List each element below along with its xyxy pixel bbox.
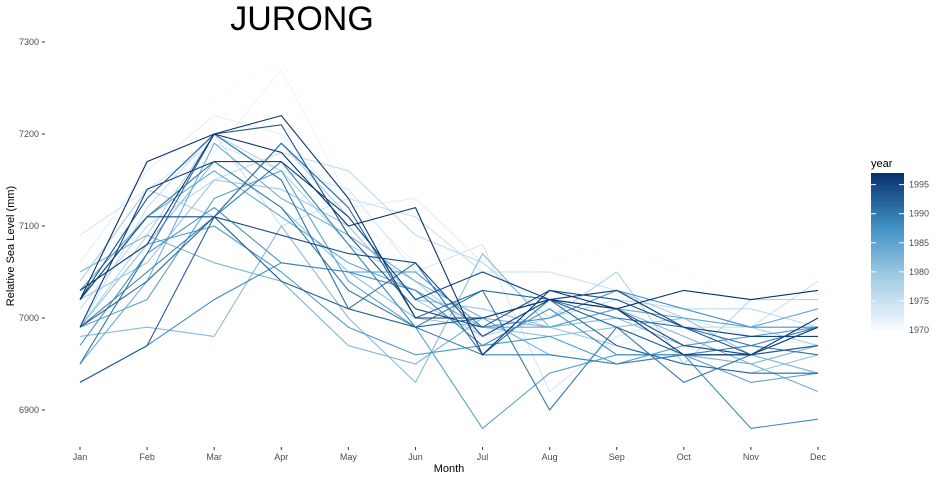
legend-tick-label: 1980 <box>909 267 929 277</box>
legend-title: year <box>871 158 893 170</box>
series-line-1975 <box>79 151 819 328</box>
series-line-1978 <box>79 179 819 374</box>
series-layer <box>79 59 819 429</box>
series-line-1996 <box>79 115 819 356</box>
x-tick-label: May <box>340 452 358 462</box>
x-tick-label: Jan <box>73 452 88 462</box>
legend-colorbar <box>871 173 904 330</box>
chart-title: JURONG <box>230 0 374 38</box>
x-tick-label: Mar <box>206 452 222 462</box>
series-line-1970 <box>79 59 819 328</box>
series-line-1991 <box>79 142 818 374</box>
x-tick-label: Aug <box>542 452 558 462</box>
x-tick-label: Apr <box>274 452 288 462</box>
x-axis-title: Month <box>434 463 465 475</box>
y-tick-label: 7300 <box>19 37 39 47</box>
y-axis-title: Relative Sea Level (mm) <box>5 186 17 306</box>
legend-tick-label: 1990 <box>909 209 929 219</box>
y-tick-label: 7200 <box>19 129 39 139</box>
series-line-1974 <box>79 133 819 328</box>
series-line-1997 <box>79 133 819 356</box>
legend-tick-label: 1970 <box>909 325 929 335</box>
x-tick-label: Feb <box>139 452 155 462</box>
legend-tick-label: 1995 <box>909 180 929 190</box>
series-line-1990 <box>79 133 819 365</box>
x-tick-label: Oct <box>677 452 692 462</box>
x-tick-label: Dec <box>810 452 827 462</box>
legend-tick-label: 1985 <box>909 238 929 248</box>
legend-tick-label: 1975 <box>909 296 929 306</box>
y-axis: 6900 7000 7100 7200 7300 <box>19 37 45 415</box>
legend-ticks: 1970 1975 1980 1985 1990 1995 <box>871 180 929 335</box>
y-tick-label: 7000 <box>19 313 39 323</box>
series-line-1988 <box>79 161 819 365</box>
series-line-1995 <box>79 161 818 337</box>
x-tick-label: Nov <box>743 452 760 462</box>
series-line-1971 <box>79 69 819 356</box>
x-axis: Jan Feb Mar Apr May Jun Jul Aug Sep Oct Nov Dec <box>73 447 827 462</box>
series-line-1985 <box>79 225 819 365</box>
y-tick-label: 6900 <box>19 405 39 415</box>
x-tick-label: Jul <box>477 452 489 462</box>
y-tick-label: 7100 <box>19 221 39 231</box>
series-line-1994 <box>79 216 819 356</box>
legend: year 1970 1975 1980 1985 1990 1995 <box>871 158 929 335</box>
x-tick-label: Sep <box>609 452 625 462</box>
x-tick-label: Jun <box>408 452 423 462</box>
